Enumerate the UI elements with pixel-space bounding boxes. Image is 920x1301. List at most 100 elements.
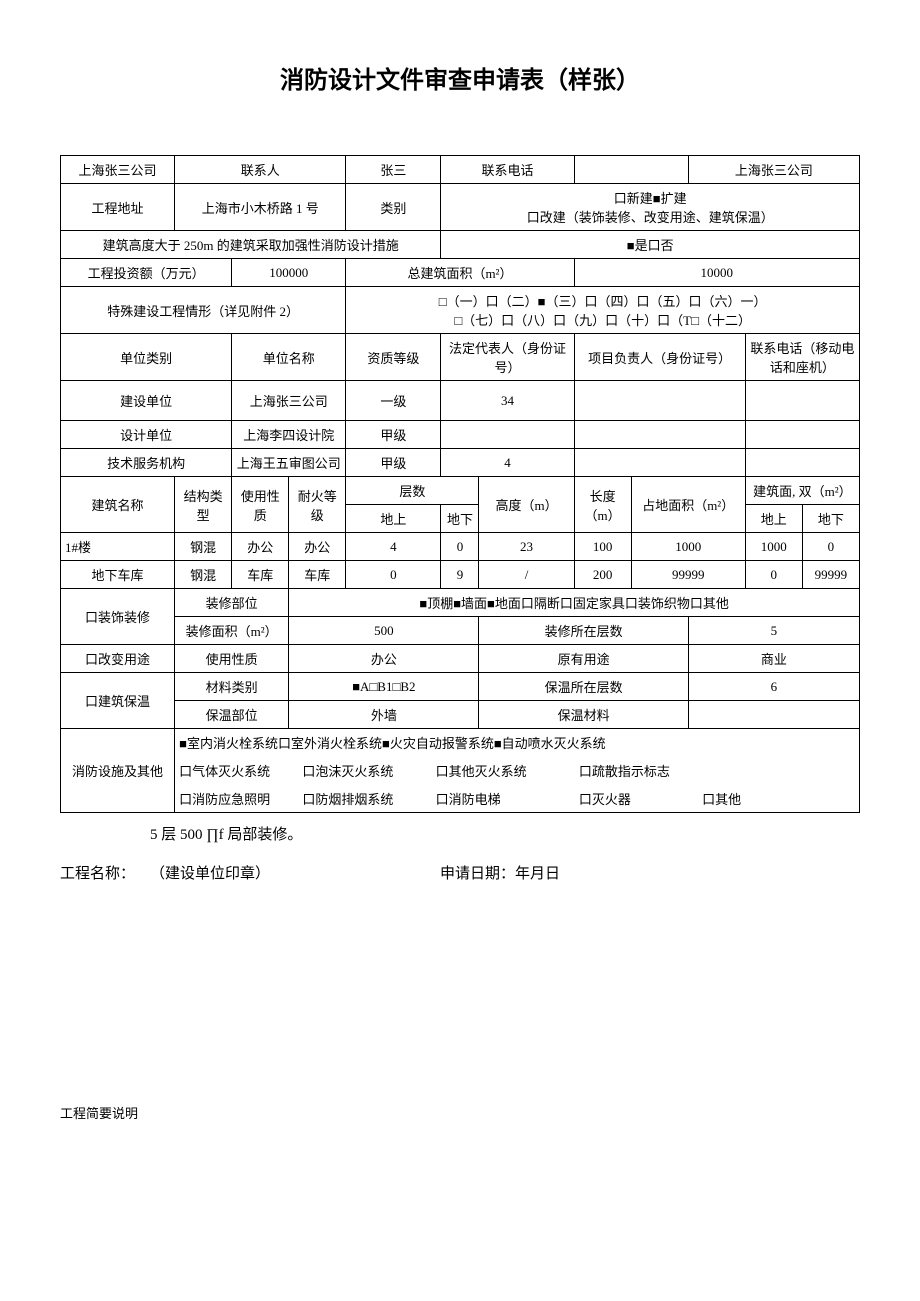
unit-row-name: 上海王五审图公司 — [232, 449, 346, 477]
special-line2: □（七）口（八）口（九）口（十）口（T□（十二） — [350, 310, 855, 329]
seal-label: （建设单位印章） — [150, 862, 440, 883]
bldg-footprint-header: 占地面积（m²） — [631, 477, 745, 533]
category-label: 类别 — [346, 184, 441, 231]
unit-row-lead — [574, 381, 745, 421]
fire-line1: ■室内消火栓系统口室外消火栓系统■火灾自动报警系统■自动喷水灭火系统 — [175, 729, 860, 757]
bldg-fire-header: 耐火等级 — [289, 477, 346, 533]
contact-label: 联系人 — [175, 156, 346, 184]
total-area-label: 总建筑面积（m²） — [346, 259, 574, 287]
bldg-struct-header: 结构类型 — [175, 477, 232, 533]
application-form-table: 上海张三公司 联系人 张三 联系电话 上海张三公司 工程地址 上海市小木桥路 1… — [60, 155, 860, 813]
unit-row-legal: 4 — [441, 449, 574, 477]
bldg-area-below: 地下 — [802, 505, 859, 533]
fire-line3-a: 口消防应急照明 — [179, 789, 299, 808]
bldg-row-area-above: 1000 — [745, 533, 802, 561]
unit-row-qual: 一级 — [346, 381, 441, 421]
bldg-area-above: 地上 — [745, 505, 802, 533]
unit-row-label: 建设单位 — [61, 381, 232, 421]
special-situation-label: 特殊建设工程情形（详见附件 2） — [61, 287, 346, 334]
fire-line3-c: 口消防电梯 — [436, 789, 576, 808]
legal-rep-header: 法定代表人（身份证号） — [441, 334, 574, 381]
bldg-area-header: 建筑面, 双（m²） — [745, 477, 859, 505]
change-label: 口改变用途 — [61, 645, 175, 673]
investment-label: 工程投资额（万元） — [61, 259, 232, 287]
unit-row-lead — [574, 421, 745, 449]
deco-part-value: ■顶棚■墙面■地面口隔断口固定家具口装饰织物口其他 — [289, 589, 860, 617]
phone-label: 联系电话 — [441, 156, 574, 184]
change-orig-value: 商业 — [688, 645, 859, 673]
contact-phone-header: 联系电话（移动电话和座机） — [745, 334, 859, 381]
bldg-row-name: 1#楼 — [61, 533, 175, 561]
summary-label: 工程简要说明 — [60, 1103, 860, 1122]
fire-line3-b: 口防烟排烟系统 — [302, 789, 432, 808]
project-name-label: 工程名称： — [60, 862, 150, 883]
fire-line2-c: 口其他灭火系统 — [436, 761, 576, 780]
bldg-height-header: 高度（m） — [479, 477, 574, 533]
total-area-value: 10000 — [574, 259, 859, 287]
insul-floor-value: 6 — [688, 673, 859, 701]
bldg-row-area-below: 99999 — [802, 561, 859, 589]
investment-value: 100000 — [232, 259, 346, 287]
height-measure-value: ■是口否 — [441, 231, 860, 259]
bldg-use-header: 使用性质 — [232, 477, 289, 533]
deco-part-label: 装修部位 — [175, 589, 289, 617]
unit-row-phone — [745, 421, 859, 449]
special-situation-value: □（一）口（二）■（三）口（四）口（五）口（六）一） □（七）口（八）口（九）口… — [346, 287, 860, 334]
address-label: 工程地址 — [61, 184, 175, 231]
bldg-row-length: 100 — [574, 533, 631, 561]
deco-floor-value: 5 — [688, 617, 859, 645]
page-title: 消防设计文件审查申请表（样张） — [60, 60, 860, 95]
bldg-row-struct: 钢混 — [175, 561, 232, 589]
bldg-row-area-above: 0 — [745, 561, 802, 589]
insul-material-value — [688, 701, 859, 729]
unit-row-legal — [441, 421, 574, 449]
bldg-row-area-below: 0 — [802, 533, 859, 561]
unit-row-lead — [574, 449, 745, 477]
insul-part-value: 外墙 — [289, 701, 479, 729]
fire-line2-a: 口气体灭火系统 — [179, 761, 299, 780]
unit-row-label: 设计单位 — [61, 421, 232, 449]
unit-row-phone — [745, 449, 859, 477]
bldg-floors-above: 地上 — [346, 505, 441, 533]
unit-row-phone — [745, 381, 859, 421]
unit-row-qual: 甲级 — [346, 449, 441, 477]
fire-line3: 口消防应急照明 口防烟排烟系统 口消防电梯 口灭火器 口其他 — [175, 785, 860, 813]
bldg-row-footprint: 99999 — [631, 561, 745, 589]
change-use-value: 办公 — [289, 645, 479, 673]
deco-floor-label: 装修所在层数 — [479, 617, 688, 645]
unit-row-name: 上海李四设计院 — [232, 421, 346, 449]
bldg-row-footprint: 1000 — [631, 533, 745, 561]
fire-line2-d: 口疏散指示标志 — [579, 761, 709, 780]
phone-value — [574, 156, 688, 184]
date-label: 申请日期：年月日 — [440, 862, 560, 883]
bldg-row-below: 0 — [441, 533, 479, 561]
company-name-2: 上海张三公司 — [688, 156, 859, 184]
contact-value: 张三 — [346, 156, 441, 184]
height-measure-label: 建筑高度大于 250m 的建筑采取加强性消防设计措施 — [61, 231, 441, 259]
deco-label: 口装饰装修 — [61, 589, 175, 645]
bldg-floors-header: 层数 — [346, 477, 479, 505]
change-use-label: 使用性质 — [175, 645, 289, 673]
footer-row: 工程名称： （建设单位印章） 申请日期：年月日 — [60, 862, 860, 883]
change-orig-label: 原有用途 — [479, 645, 688, 673]
insul-part-label: 保温部位 — [175, 701, 289, 729]
bldg-row-below: 9 — [441, 561, 479, 589]
unit-name-header: 单位名称 — [232, 334, 346, 381]
insul-floor-label: 保温所在层数 — [479, 673, 688, 701]
bldg-row-use: 车库 — [232, 561, 289, 589]
fire-line3-e: 口其他 — [702, 789, 782, 808]
deco-area-label: 装修面积（m²） — [175, 617, 289, 645]
bldg-row-fire: 办公 — [289, 533, 346, 561]
footer-note: 5 层 500 ∏f 局部装修。 — [150, 823, 860, 844]
fire-line3-d: 口灭火器 — [579, 789, 699, 808]
unit-category-header: 单位类别 — [61, 334, 232, 381]
category-value: 口新建■扩建 口改建（装饰装修、改变用途、建筑保温） — [441, 184, 860, 231]
unit-row-qual: 甲级 — [346, 421, 441, 449]
bldg-row-height: 23 — [479, 533, 574, 561]
insul-material-label: 保温材料 — [479, 701, 688, 729]
bldg-row-length: 200 — [574, 561, 631, 589]
special-line1: □（一）口（二）■（三）口（四）口（五）口（六）一） — [350, 291, 855, 310]
address-value: 上海市小木桥路 1 号 — [175, 184, 346, 231]
bldg-floors-below: 地下 — [441, 505, 479, 533]
fire-label: 消防设施及其他 — [61, 729, 175, 813]
